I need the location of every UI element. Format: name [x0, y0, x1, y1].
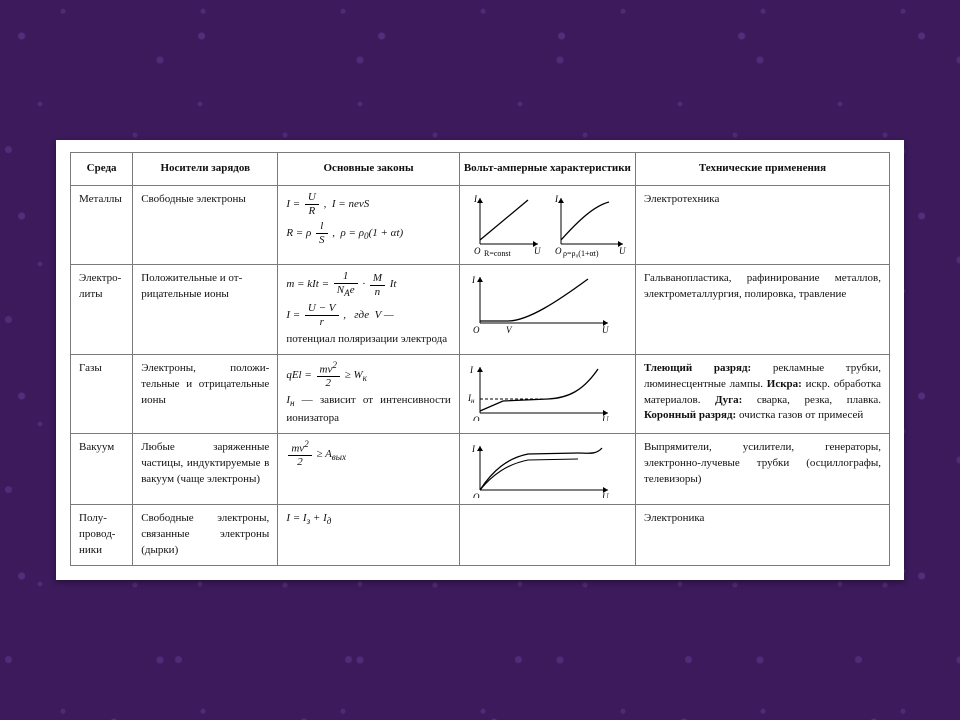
cell-carriers: Свободные электро­ны, связанные элек­тро…: [133, 504, 278, 565]
cell-iv: [459, 504, 635, 565]
cell-medium: Электро­литы: [71, 265, 133, 354]
svg-text:O: O: [473, 415, 480, 421]
svg-text:O: O: [555, 246, 562, 256]
laws-gases-tail: зависит от интен­сивности ионизатора: [286, 394, 450, 423]
cell-laws: m = kIt = 1NAe · Mn It I = U − Vr , где …: [278, 265, 459, 354]
cell-apps: Гальванопластика, рафинирование ме­талло…: [635, 265, 889, 354]
cell-medium: Металлы: [71, 186, 133, 265]
svg-text:U: U: [602, 415, 609, 421]
caption-rho: ρ=ρ₀(1+αt): [563, 249, 599, 258]
cell-laws: I = Iз + Iд: [278, 504, 459, 565]
cell-carriers: Положительные и от­рицательные ионы: [133, 265, 278, 354]
svg-text:I: I: [471, 444, 476, 454]
col-iv: Вольт-амперные характеристики: [459, 153, 635, 186]
col-laws: Основные законы: [278, 153, 459, 186]
cell-laws: qEl = mv22 ≥ Wк Iн — зависит от интен­си…: [278, 354, 459, 433]
cell-laws: mv22 ≥ Aвых: [278, 433, 459, 504]
cell-iv: I U O: [459, 433, 635, 504]
cell-iv: I Iн U O: [459, 354, 635, 433]
cell-iv: I U O V: [459, 265, 635, 354]
svg-text:U: U: [602, 492, 609, 498]
cell-apps: Электротехника: [635, 186, 889, 265]
cell-carriers: Любые заряженные частицы, индуктируе­мые…: [133, 433, 278, 504]
col-medium: Среда: [71, 153, 133, 186]
svg-text:O: O: [474, 246, 481, 256]
svg-text:I: I: [469, 365, 474, 375]
cell-medium: Полу­провод­ники: [71, 504, 133, 565]
graph-vacuum: I U O: [468, 440, 618, 498]
row-electrolytes: Электро­литы Положительные и от­рицатель…: [71, 265, 890, 354]
svg-text:I: I: [554, 194, 559, 204]
cell-apps: Выпрямители, усилители, генераторы, элек…: [635, 433, 889, 504]
cell-carriers: Свободные электроны: [133, 186, 278, 265]
cell-apps: Тлеющий разряд: рекламные трубки, люмине…: [635, 354, 889, 433]
svg-text:Iн: Iн: [468, 393, 475, 405]
cell-iv: I U O R=const I U O: [459, 186, 635, 265]
graph-gases: I Iн U O: [468, 361, 618, 421]
laws-electrolytes-tail: потенциал поляриза­ции электрода: [286, 332, 450, 348]
svg-text:I: I: [471, 275, 476, 285]
caption-r-const: R=const: [484, 249, 512, 258]
physics-table: Среда Носители зарядов Основные законы В…: [70, 152, 890, 565]
svg-text:U: U: [619, 246, 626, 256]
svg-text:U: U: [534, 246, 541, 256]
row-gases: Газы Электроны, положи­тельные и отрица­…: [71, 354, 890, 433]
cell-laws: I = UR , I = nevS R = ρ lS , ρ = ρ0(1 + …: [278, 186, 459, 265]
table-header-row: Среда Носители зарядов Основные законы В…: [71, 153, 890, 186]
svg-text:I: I: [473, 194, 478, 204]
svg-text:O: O: [473, 325, 480, 333]
row-vacuum: Вакуум Любые заряженные частицы, индукти…: [71, 433, 890, 504]
graph-electrolytes: I U O V: [468, 271, 618, 333]
physics-table-sheet: Среда Носители зарядов Основные законы В…: [56, 140, 904, 579]
row-metals: Металлы Свободные электроны I = UR , I =…: [71, 186, 890, 265]
cell-medium: Газы: [71, 354, 133, 433]
svg-text:U: U: [602, 325, 609, 333]
col-apps: Технические применения: [635, 153, 889, 186]
graph-metals-curve: I U O ρ=ρ₀(1+αt): [549, 192, 627, 258]
svg-text:V: V: [506, 325, 513, 333]
row-semiconductors: Полу­провод­ники Свободные электро­ны, с…: [71, 504, 890, 565]
svg-text:O: O: [473, 492, 480, 498]
cell-apps: Электроника: [635, 504, 889, 565]
col-carriers: Носители зарядов: [133, 153, 278, 186]
cell-carriers: Электроны, положи­тельные и отрица­тельн…: [133, 354, 278, 433]
cell-medium: Вакуум: [71, 433, 133, 504]
graph-metals-linear: I U O R=const: [468, 192, 542, 258]
